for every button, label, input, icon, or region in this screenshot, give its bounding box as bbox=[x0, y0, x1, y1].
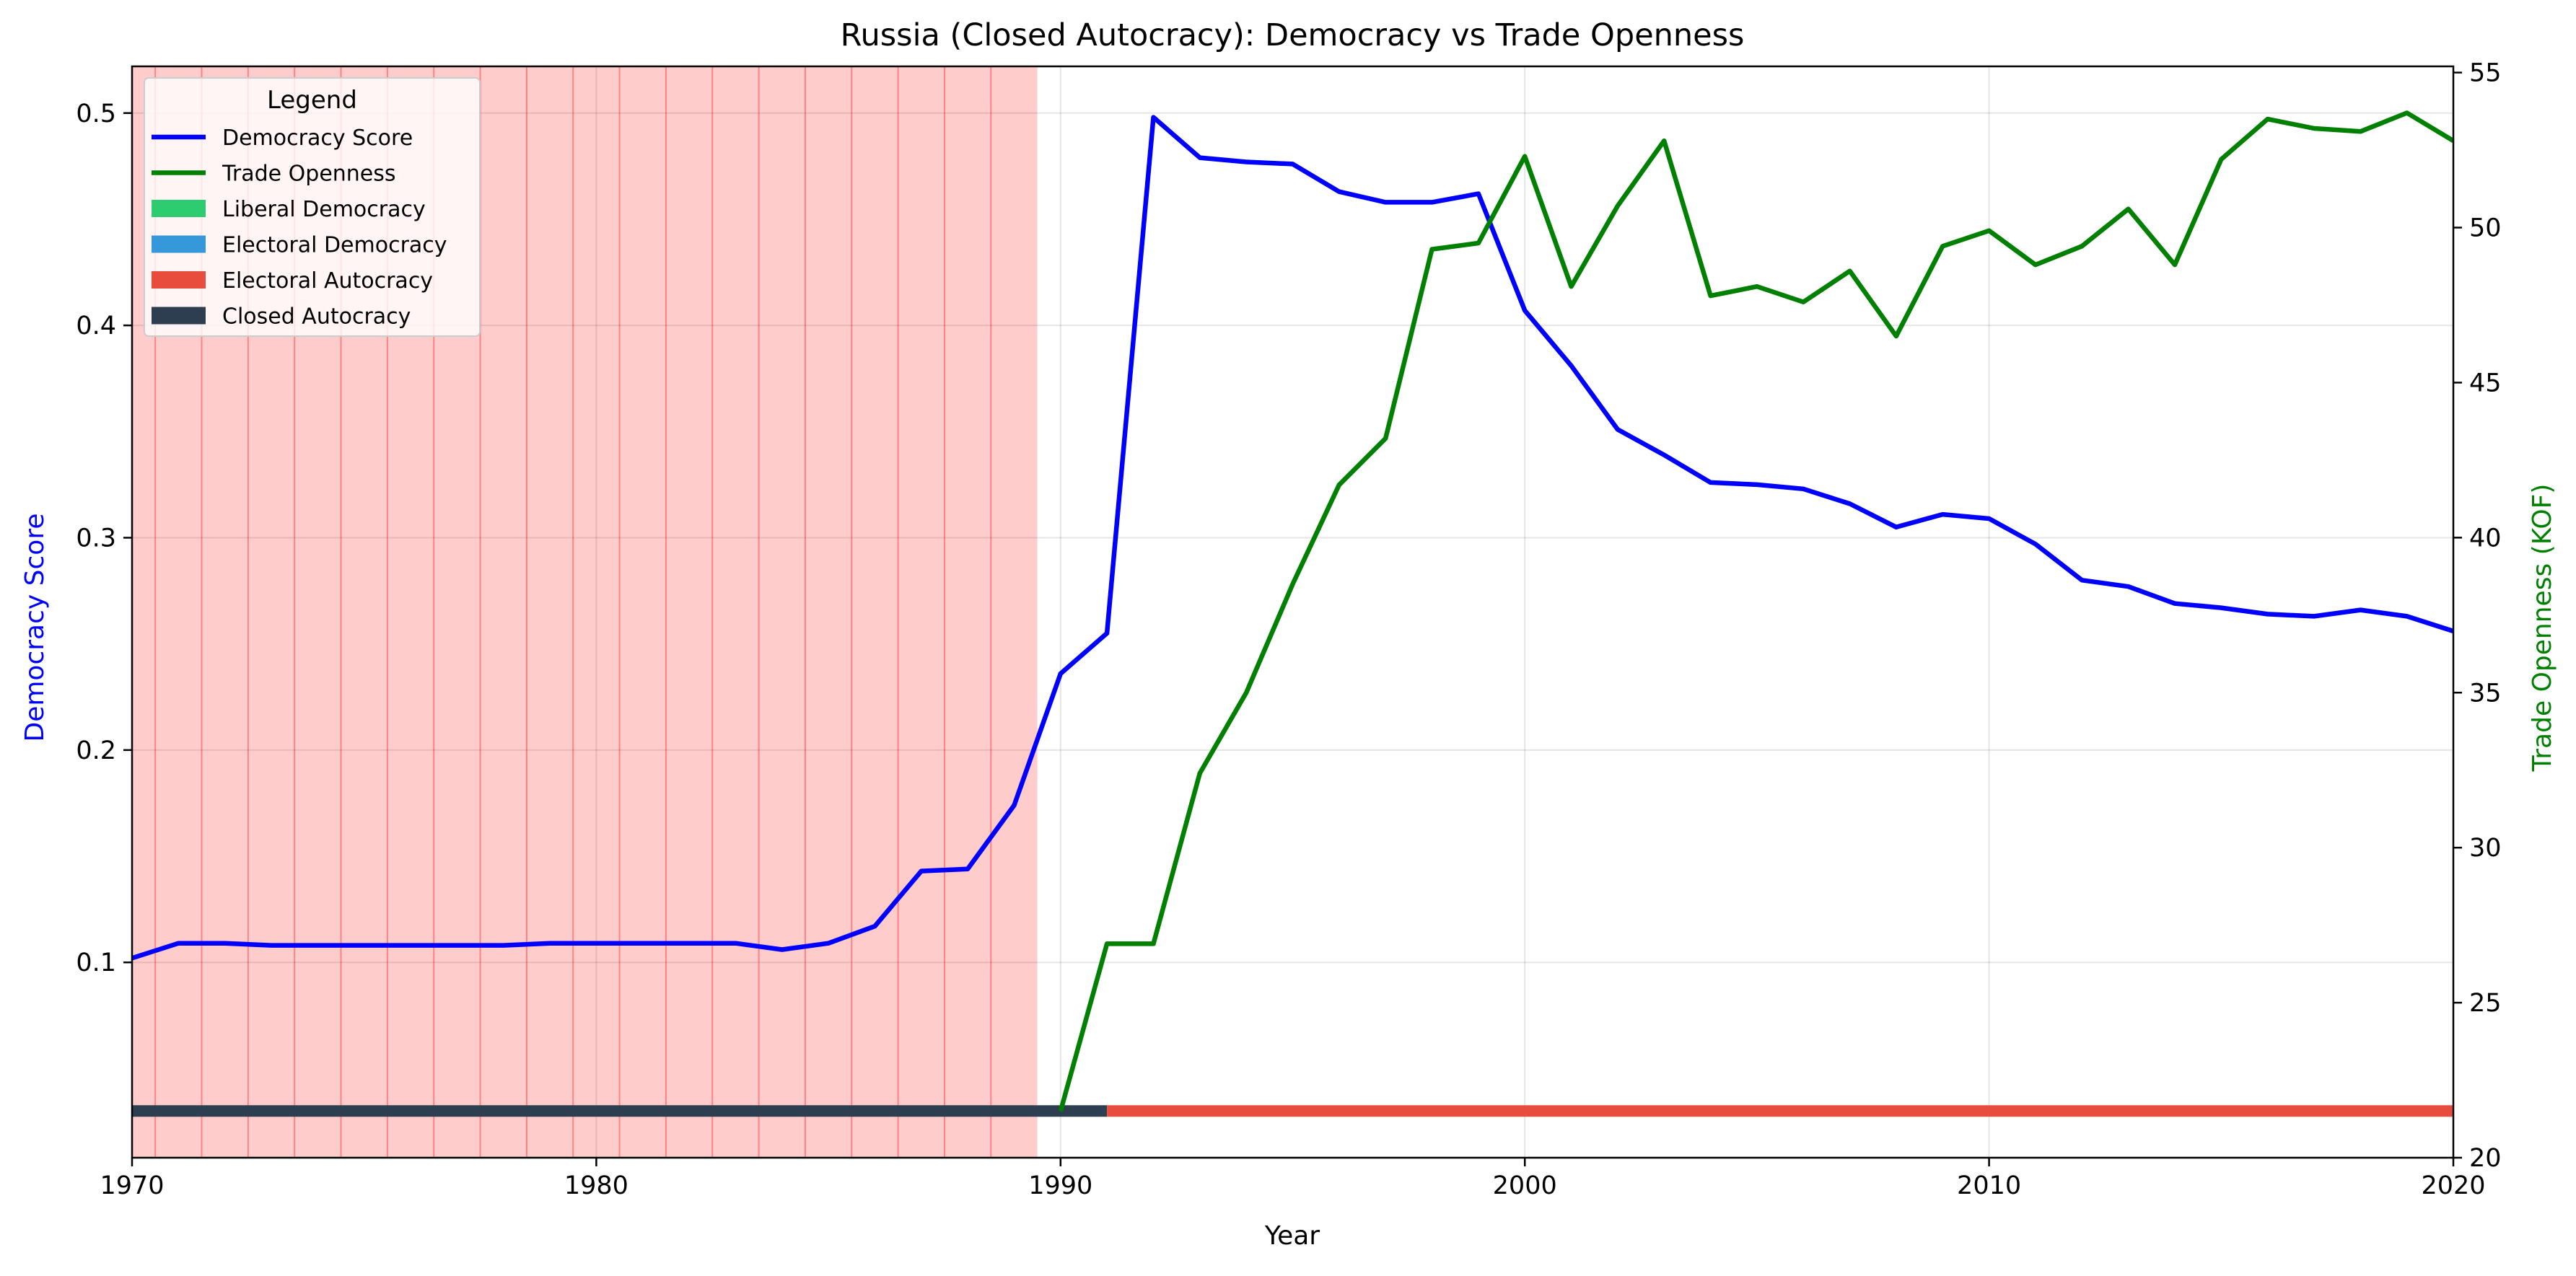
right-tick-label: 30 bbox=[2469, 834, 2502, 863]
legend-entry-label: Closed Autocracy bbox=[222, 304, 411, 330]
legend-patch-swatch bbox=[152, 200, 206, 217]
legend-entry-label: Liberal Democracy bbox=[222, 197, 426, 222]
right-tick-label: 45 bbox=[2469, 369, 2502, 397]
legend: Legend Democracy Score Trade Openness Liber… bbox=[144, 77, 481, 337]
legend-patch-swatch bbox=[152, 235, 206, 253]
plot-frame bbox=[131, 65, 2455, 1159]
legend-title: Legend bbox=[267, 86, 357, 115]
right-tick-label: 20 bbox=[2469, 1144, 2502, 1173]
left-axis-ticks: 0.1 0.2 0.3 0.4 0.5 bbox=[76, 100, 132, 977]
legend-entry-label: Electoral Autocracy bbox=[222, 268, 433, 294]
left-tick-label: 0.4 bbox=[76, 312, 116, 340]
x-tick-label: 1970 bbox=[100, 1171, 164, 1200]
legend-box bbox=[144, 77, 481, 337]
left-tick-label: 0.5 bbox=[76, 100, 116, 128]
series-line bbox=[131, 115, 2454, 961]
right-tick-label: 35 bbox=[2469, 679, 2502, 708]
x-tick-label: 1980 bbox=[564, 1171, 628, 1200]
series-line bbox=[1058, 110, 2455, 1112]
right-tick-label: 40 bbox=[2469, 524, 2502, 553]
left-tick-label: 0.3 bbox=[76, 524, 116, 553]
chart-title: Russia (Closed Autocracy): Democracy vs … bbox=[841, 17, 1745, 53]
series-lines bbox=[131, 110, 2455, 1112]
right-tick-label: 25 bbox=[2469, 989, 2502, 1018]
right-tick-label: 55 bbox=[2469, 59, 2502, 88]
left-tick-label: 0.2 bbox=[76, 736, 116, 765]
x-tick-label: 2000 bbox=[1493, 1171, 1557, 1200]
x-tick-label: 2020 bbox=[2421, 1171, 2485, 1200]
right-tick-label: 50 bbox=[2469, 214, 2502, 243]
x-axis-label: Year bbox=[1264, 1221, 1320, 1251]
right-axis-ticks: 20 25 30 35 40 45 50 55 bbox=[2453, 59, 2502, 1173]
x-tick-label: 1990 bbox=[1028, 1171, 1092, 1200]
x-axis-ticks: 1970 1980 1990 2000 2010 2020 bbox=[100, 1158, 2486, 1200]
left-tick-label: 0.1 bbox=[76, 949, 116, 977]
legend-patch-swatch bbox=[152, 307, 206, 325]
left-axis-label: Democracy Score bbox=[20, 514, 50, 742]
x-tick-label: 2010 bbox=[1957, 1171, 2021, 1200]
legend-entry-label: Democracy Score bbox=[222, 126, 413, 151]
legend-entry-label: Electoral Democracy bbox=[222, 233, 447, 258]
right-axis-label: Trade Openness (KOF) bbox=[2528, 484, 2557, 773]
legend-entry-label: Trade Openness bbox=[222, 162, 396, 187]
legend-patch-swatch bbox=[152, 271, 206, 289]
